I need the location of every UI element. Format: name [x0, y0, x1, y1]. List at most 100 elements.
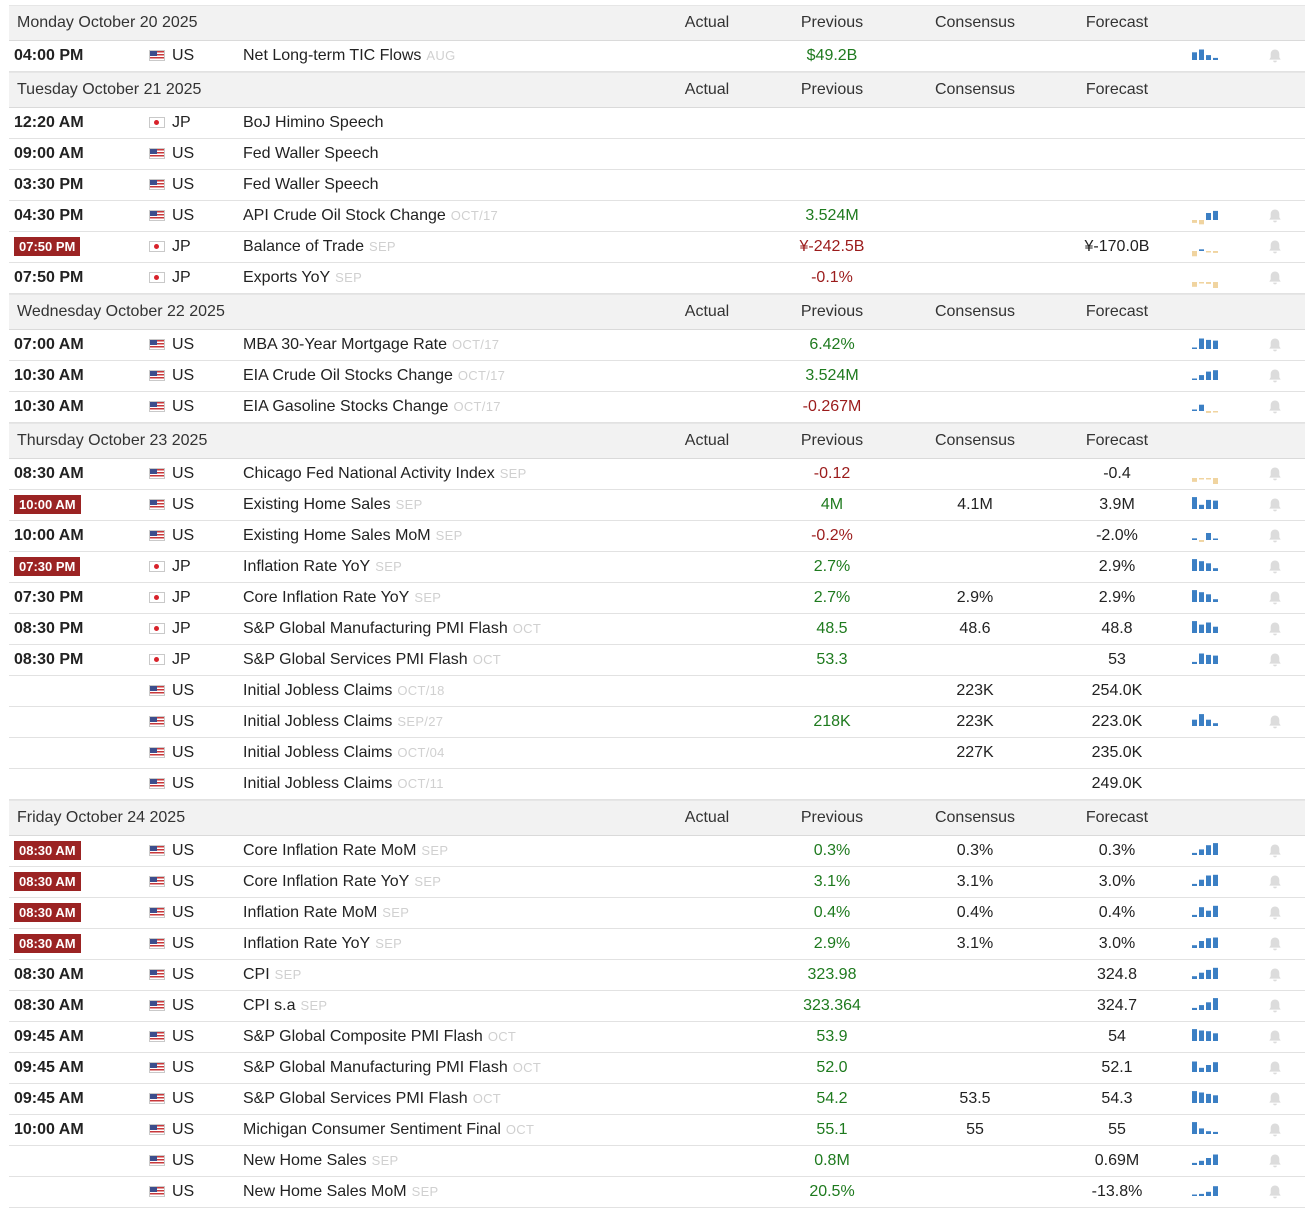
bell-icon[interactable]: [1267, 1184, 1283, 1200]
bell-icon[interactable]: [1267, 1060, 1283, 1076]
bell-icon[interactable]: [1267, 239, 1283, 255]
event-title[interactable]: S&P Global Services PMI Flash: [243, 1090, 468, 1107]
event-title[interactable]: Inflation Rate YoY: [243, 558, 371, 575]
event-title[interactable]: Exports YoY: [243, 269, 331, 286]
event-title[interactable]: S&P Global Manufacturing PMI Flash: [243, 1059, 508, 1076]
bell-icon[interactable]: [1267, 621, 1283, 637]
event-title[interactable]: Inflation Rate YoY: [243, 935, 371, 952]
mini-bar-chart-icon[interactable]: [1191, 965, 1223, 985]
event-name[interactable]: Net Long-term TIC Flows AUG: [243, 47, 456, 65]
event-row[interactable]: 07:30 PM JP Core Inflation Rate YoY SEP 2.7%…: [9, 583, 1305, 614]
event-row[interactable]: 07:30 PM JP Inflation Rate YoY SEP 2.7% 2.9%: [9, 552, 1305, 583]
event-title[interactable]: New Home Sales: [243, 1152, 367, 1169]
bell-icon[interactable]: [1267, 843, 1283, 859]
bell-icon[interactable]: [1267, 874, 1283, 890]
mini-bar-chart-icon[interactable]: [1191, 268, 1223, 288]
event-row[interactable]: 08:30 PM JP S&P Global Manufacturing PMI F…: [9, 614, 1305, 645]
bell-icon[interactable]: [1267, 48, 1283, 64]
event-row[interactable]: US Initial Jobless Claims OCT/18 223K 254.0K: [9, 676, 1305, 707]
mini-bar-chart-icon[interactable]: [1191, 1027, 1223, 1047]
event-row[interactable]: 07:50 PM JP Exports YoY SEP -0.1%: [9, 263, 1305, 294]
event-row[interactable]: 08:30 AM US Inflation Rate MoM SEP 0.4% 0.4% 0…: [9, 898, 1305, 929]
event-title[interactable]: Fed Waller Speech: [243, 176, 379, 193]
mini-bar-chart-icon[interactable]: [1191, 588, 1223, 608]
bell-icon[interactable]: [1267, 528, 1283, 544]
event-name[interactable]: Michigan Consumer Sentiment Final OCT: [243, 1121, 534, 1139]
event-name[interactable]: Inflation Rate MoM SEP: [243, 904, 409, 922]
event-title[interactable]: EIA Crude Oil Stocks Change: [243, 367, 453, 384]
event-name[interactable]: Initial Jobless Claims OCT/04: [243, 744, 445, 762]
event-row[interactable]: 08:30 PM JP S&P Global Services PMI Flash O…: [9, 645, 1305, 676]
mini-bar-chart-icon[interactable]: [1191, 557, 1223, 577]
mini-bar-chart-icon[interactable]: [1191, 619, 1223, 639]
bell-icon[interactable]: [1267, 936, 1283, 952]
event-title[interactable]: Michigan Consumer Sentiment Final: [243, 1121, 501, 1138]
event-name[interactable]: S&P Global Manufacturing PMI Flash OCT: [243, 1059, 541, 1077]
mini-bar-chart-icon[interactable]: [1191, 1089, 1223, 1109]
event-name[interactable]: Existing Home Sales SEP: [243, 496, 423, 514]
event-name[interactable]: BoJ Himino Speech: [243, 114, 384, 132]
bell-icon[interactable]: [1267, 905, 1283, 921]
event-row[interactable]: 04:30 PM US API Crude Oil Stock Change OCT/…: [9, 201, 1305, 232]
event-name[interactable]: S&P Global Composite PMI Flash OCT: [243, 1028, 516, 1046]
event-title[interactable]: Net Long-term TIC Flows: [243, 47, 422, 64]
mini-bar-chart-icon[interactable]: [1191, 650, 1223, 670]
bell-icon[interactable]: [1267, 208, 1283, 224]
event-row[interactable]: 09:45 AM US S&P Global Services PMI Flash O…: [9, 1084, 1305, 1115]
bell-icon[interactable]: [1267, 967, 1283, 983]
event-row[interactable]: 08:30 AM US CPI SEP 323.98 324.8: [9, 960, 1305, 991]
bell-icon[interactable]: [1267, 399, 1283, 415]
bell-icon[interactable]: [1267, 466, 1283, 482]
event-name[interactable]: S&P Global Services PMI Flash OCT: [243, 1090, 501, 1108]
event-title[interactable]: Chicago Fed National Activity Index: [243, 465, 495, 482]
event-name[interactable]: Exports YoY SEP: [243, 269, 362, 287]
event-name[interactable]: Balance of Trade SEP: [243, 238, 396, 256]
bell-icon[interactable]: [1267, 270, 1283, 286]
event-name[interactable]: MBA 30-Year Mortgage Rate OCT/17: [243, 336, 499, 354]
event-title[interactable]: Core Inflation Rate MoM: [243, 842, 417, 859]
event-name[interactable]: Inflation Rate YoY SEP: [243, 935, 402, 953]
event-row[interactable]: US Initial Jobless Claims OCT/11 249.0K: [9, 769, 1305, 800]
event-name[interactable]: New Home Sales SEP: [243, 1152, 399, 1170]
event-title[interactable]: Inflation Rate MoM: [243, 904, 378, 921]
event-title[interactable]: CPI s.a: [243, 997, 296, 1014]
event-name[interactable]: Initial Jobless Claims SEP/27: [243, 713, 443, 731]
mini-bar-chart-icon[interactable]: [1191, 206, 1223, 226]
mini-bar-chart-icon[interactable]: [1191, 464, 1223, 484]
event-row[interactable]: 12:20 AM JP BoJ Himino Speech: [9, 108, 1305, 139]
bell-icon[interactable]: [1267, 1153, 1283, 1169]
event-title[interactable]: Initial Jobless Claims: [243, 713, 393, 730]
event-name[interactable]: CPI SEP: [243, 966, 302, 984]
bell-icon[interactable]: [1267, 337, 1283, 353]
bell-icon[interactable]: [1267, 590, 1283, 606]
bell-icon[interactable]: [1267, 559, 1283, 575]
event-name[interactable]: Fed Waller Speech: [243, 176, 378, 194]
event-row[interactable]: 09:00 AM US Fed Waller Speech: [9, 139, 1305, 170]
event-title[interactable]: Initial Jobless Claims: [243, 744, 393, 761]
mini-bar-chart-icon[interactable]: [1191, 934, 1223, 954]
event-row[interactable]: 07:00 AM US MBA 30-Year Mortgage Rate OCT/1…: [9, 330, 1305, 361]
mini-bar-chart-icon[interactable]: [1191, 495, 1223, 515]
mini-bar-chart-icon[interactable]: [1191, 335, 1223, 355]
event-row[interactable]: 10:30 AM US EIA Crude Oil Stocks Change OCT…: [9, 361, 1305, 392]
mini-bar-chart-icon[interactable]: [1191, 1120, 1223, 1140]
event-name[interactable]: Core Inflation Rate YoY SEP: [243, 589, 441, 607]
mini-bar-chart-icon[interactable]: [1191, 1182, 1223, 1202]
event-row[interactable]: 09:45 AM US S&P Global Composite PMI Flash…: [9, 1022, 1305, 1053]
event-name[interactable]: New Home Sales MoM SEP: [243, 1183, 439, 1201]
event-title[interactable]: API Crude Oil Stock Change: [243, 207, 446, 224]
event-name[interactable]: Fed Waller Speech: [243, 145, 378, 163]
mini-bar-chart-icon[interactable]: [1191, 397, 1223, 417]
event-name[interactable]: Inflation Rate YoY SEP: [243, 558, 402, 576]
event-title[interactable]: Core Inflation Rate YoY: [243, 873, 410, 890]
event-row[interactable]: US New Home Sales SEP 0.8M 0.69M: [9, 1146, 1305, 1177]
event-title[interactable]: BoJ Himino Speech: [243, 114, 384, 131]
mini-bar-chart-icon[interactable]: [1191, 996, 1223, 1016]
mini-bar-chart-icon[interactable]: [1191, 366, 1223, 386]
event-title[interactable]: Existing Home Sales MoM: [243, 527, 431, 544]
event-row[interactable]: 09:45 AM US S&P Global Manufacturing PMI F…: [9, 1053, 1305, 1084]
event-title[interactable]: Balance of Trade: [243, 238, 364, 255]
event-row[interactable]: 10:00 AM US Existing Home Sales SEP 4M 4.1M 3.…: [9, 490, 1305, 521]
event-title[interactable]: S&P Global Services PMI Flash: [243, 651, 468, 668]
event-title[interactable]: Initial Jobless Claims: [243, 775, 393, 792]
